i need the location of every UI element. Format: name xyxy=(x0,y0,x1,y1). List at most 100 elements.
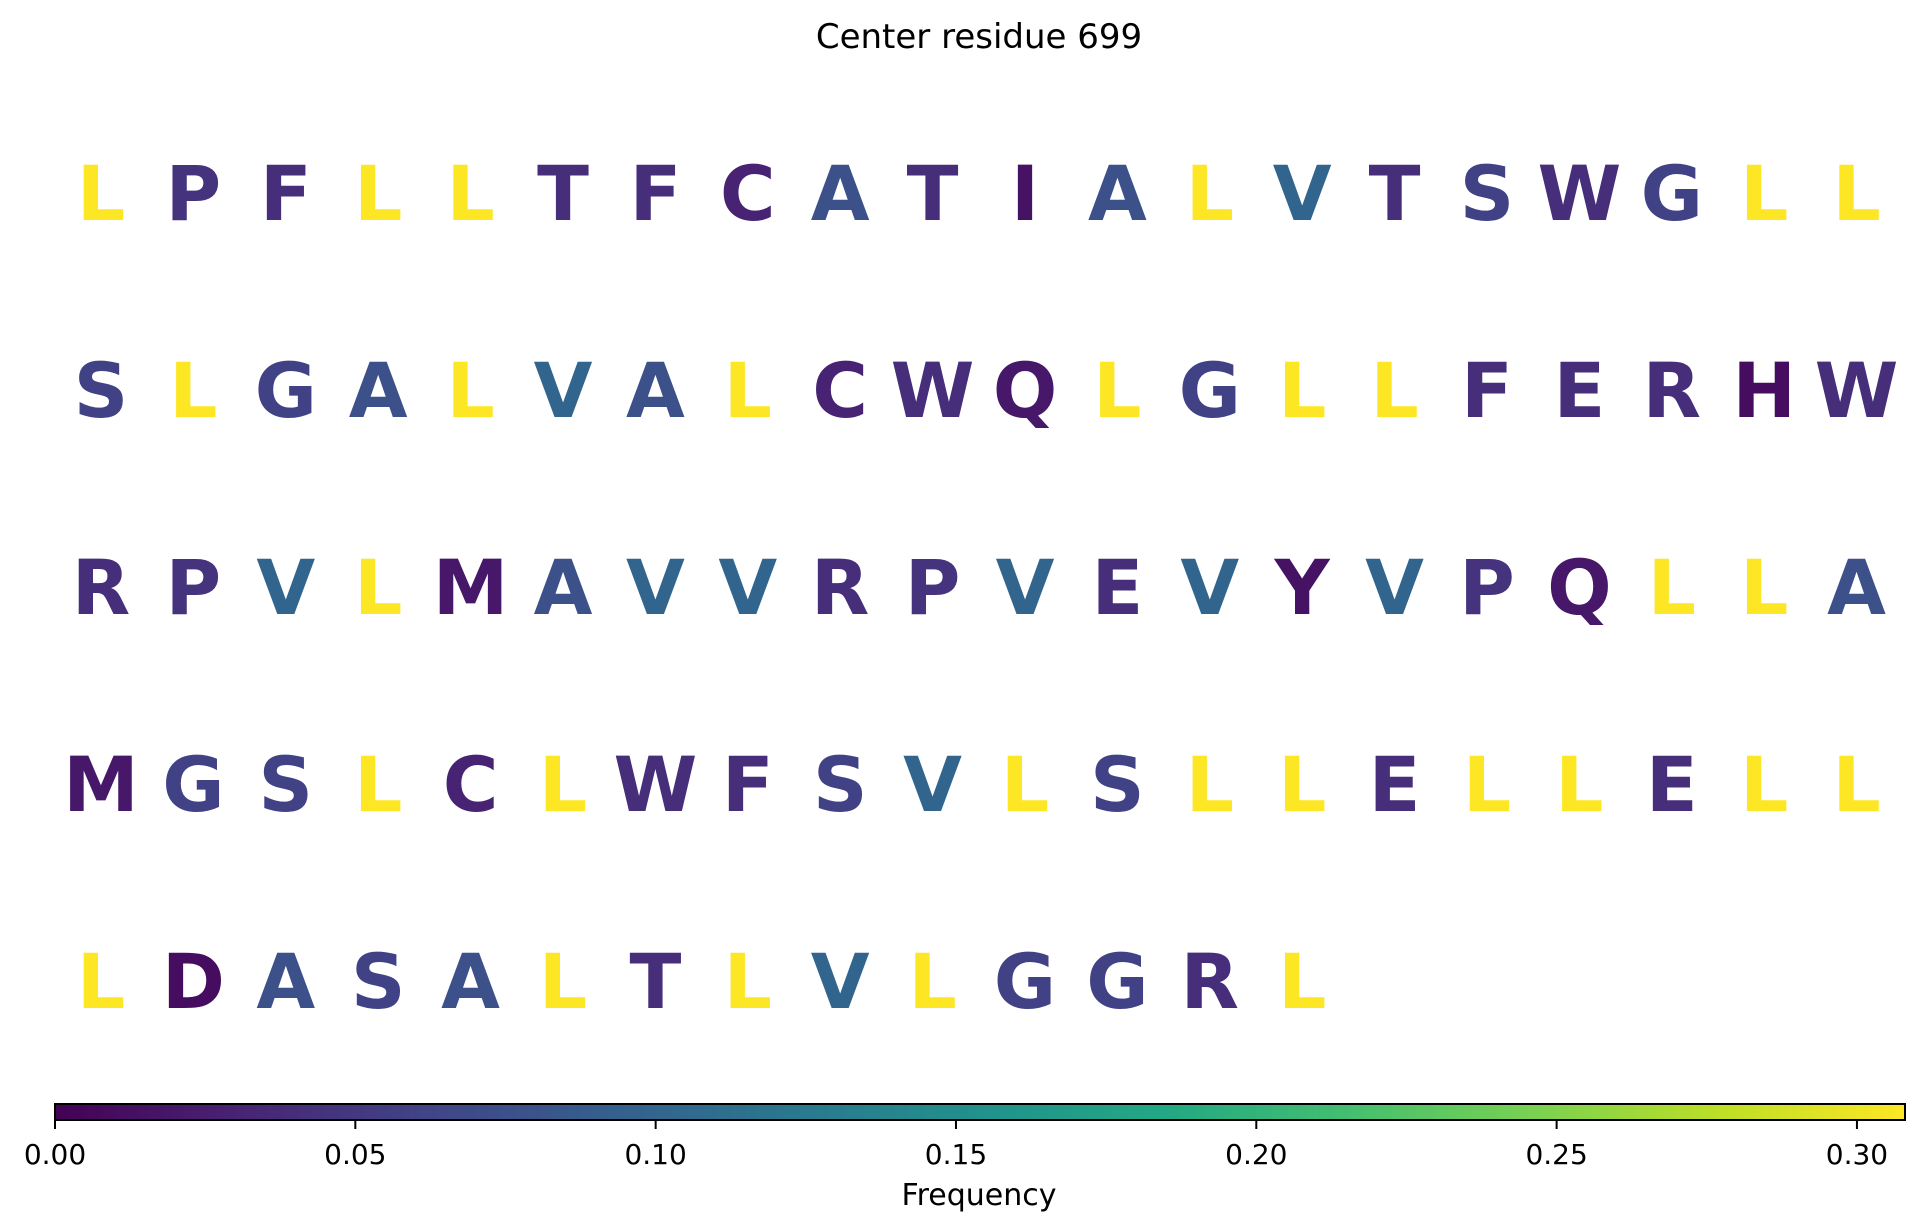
residue-letter-q: Q xyxy=(1547,543,1612,632)
residue-letter-c: C xyxy=(812,346,868,435)
residue-letter-l: L xyxy=(1093,346,1141,435)
residue-letter-w: W xyxy=(1815,346,1899,435)
residue-letter-s: S xyxy=(1460,149,1515,238)
residue-letter-g: G xyxy=(994,937,1056,1026)
residue-letter-a: A xyxy=(626,346,685,435)
colorbar-tick-label: 0.05 xyxy=(324,1138,386,1171)
residue-letter-p: P xyxy=(905,543,961,632)
residue-letter-d: D xyxy=(162,937,225,1026)
colorbar-tick-label: 0.10 xyxy=(624,1138,686,1171)
residue-letter-l: L xyxy=(1370,346,1418,435)
residue-letter-q: Q xyxy=(993,346,1058,435)
residue-letter-f: F xyxy=(260,149,312,238)
residue-letter-l: L xyxy=(1186,149,1234,238)
residue-letter-l: L xyxy=(539,937,587,1026)
residue-letter-l: L xyxy=(1832,740,1880,829)
residue-letter-w: W xyxy=(613,740,697,829)
residue-letter-v: V xyxy=(1365,543,1424,632)
residue-letter-y: Y xyxy=(1274,543,1331,632)
residue-letter-s: S xyxy=(258,740,313,829)
residue-letter-w: W xyxy=(891,346,975,435)
residue-letter-l: L xyxy=(724,937,772,1026)
residue-letter-m: M xyxy=(433,543,509,632)
residue-letter-l: L xyxy=(1463,740,1511,829)
residue-letter-l: L xyxy=(354,740,402,829)
colorbar-gradient xyxy=(54,1103,1906,1121)
colorbar-tick-label: 0.00 xyxy=(24,1138,86,1171)
residue-letter-a: A xyxy=(349,346,408,435)
colorbar-tick-label: 0.15 xyxy=(925,1138,987,1171)
residue-letter-s: S xyxy=(351,937,406,1026)
residue-letter-f: F xyxy=(1461,346,1513,435)
colorbar-label: Frequency xyxy=(902,1178,1057,1213)
residue-letter-v: V xyxy=(718,543,777,632)
residue-letter-l: L xyxy=(539,740,587,829)
residue-letter-e: E xyxy=(1091,543,1143,632)
residue-letter-s: S xyxy=(1090,740,1145,829)
residue-letter-h: H xyxy=(1732,346,1796,435)
residue-letter-c: C xyxy=(443,740,499,829)
residue-letter-l: L xyxy=(1278,346,1326,435)
residue-letter-l: L xyxy=(1740,740,1788,829)
residue-letter-r: R xyxy=(72,543,131,632)
residue-letter-l: L xyxy=(1278,937,1326,1026)
residue-letter-t: T xyxy=(1369,149,1421,238)
residue-letter-a: A xyxy=(1827,543,1886,632)
residue-letter-v: V xyxy=(534,346,593,435)
residue-letter-p: P xyxy=(166,149,222,238)
residue-letter-e: E xyxy=(1369,740,1421,829)
residue-letter-f: F xyxy=(722,740,774,829)
residue-letter-v: V xyxy=(256,543,315,632)
residue-letter-g: G xyxy=(255,346,317,435)
residue-letter-i: I xyxy=(1011,149,1039,238)
residue-grid: L P F L L T F C A T I A L V T S W G L LS L G A L V A L C W Q L G L L F E R H W… xyxy=(63,149,1898,1026)
colorbar-tick-label: 0.30 xyxy=(1826,1138,1888,1171)
residue-letter-l: L xyxy=(1001,740,1049,829)
residue-letter-l: L xyxy=(1740,149,1788,238)
residue-letter-l: L xyxy=(77,149,125,238)
residue-letter-e: E xyxy=(1553,346,1605,435)
residue-letter-c: C xyxy=(720,149,776,238)
residue-letter-v: V xyxy=(903,740,962,829)
residue-letter-v: V xyxy=(1273,149,1332,238)
residue-letter-l: L xyxy=(1740,543,1788,632)
residue-letter-t: T xyxy=(629,937,681,1026)
residue-letter-l: L xyxy=(724,346,772,435)
residue-letter-g: G xyxy=(1086,937,1148,1026)
residue-letter-r: R xyxy=(1643,346,1702,435)
residue-letter-s: S xyxy=(74,346,129,435)
residue-letter-g: G xyxy=(162,740,224,829)
residue-letter-p: P xyxy=(1459,543,1515,632)
residue-letter-l: L xyxy=(1186,740,1234,829)
residue-letter-v: V xyxy=(996,543,1055,632)
colorbar-tick-label: 0.25 xyxy=(1525,1138,1587,1171)
residue-letter-t: T xyxy=(537,149,589,238)
residue-letter-l: L xyxy=(446,346,494,435)
residue-letter-l: L xyxy=(446,149,494,238)
residue-letter-g: G xyxy=(1641,149,1703,238)
residue-letter-l: L xyxy=(77,937,125,1026)
residue-letter-g: G xyxy=(1179,346,1241,435)
residue-letter-a: A xyxy=(441,937,500,1026)
residue-letter-r: R xyxy=(1181,937,1240,1026)
residue-letter-t: T xyxy=(907,149,959,238)
residue-letter-r: R xyxy=(811,543,870,632)
residue-letter-a: A xyxy=(256,937,315,1026)
residue-letter-e: E xyxy=(1646,740,1698,829)
colorbar-tick-label: 0.20 xyxy=(1225,1138,1287,1171)
residue-letter-f: F xyxy=(629,149,681,238)
residue-letter-l: L xyxy=(1832,149,1880,238)
residue-letter-v: V xyxy=(1180,543,1239,632)
residue-letter-l: L xyxy=(354,543,402,632)
colorbar-ticks: 0.00 0.05 0.10 0.15 0.20 0.25 0.30 xyxy=(24,1120,1888,1171)
residue-letter-l: L xyxy=(1555,740,1603,829)
colorbar: 0.00 0.05 0.10 0.15 0.20 0.25 0.30 Frequency xyxy=(24,1103,1906,1213)
residue-letter-a: A xyxy=(1088,149,1147,238)
residue-letter-l: L xyxy=(1648,543,1696,632)
residue-letter-w: W xyxy=(1537,149,1621,238)
residue-letter-l: L xyxy=(354,149,402,238)
residue-letter-m: M xyxy=(63,740,139,829)
residue-letter-a: A xyxy=(534,543,593,632)
residue-letter-v: V xyxy=(811,937,870,1026)
